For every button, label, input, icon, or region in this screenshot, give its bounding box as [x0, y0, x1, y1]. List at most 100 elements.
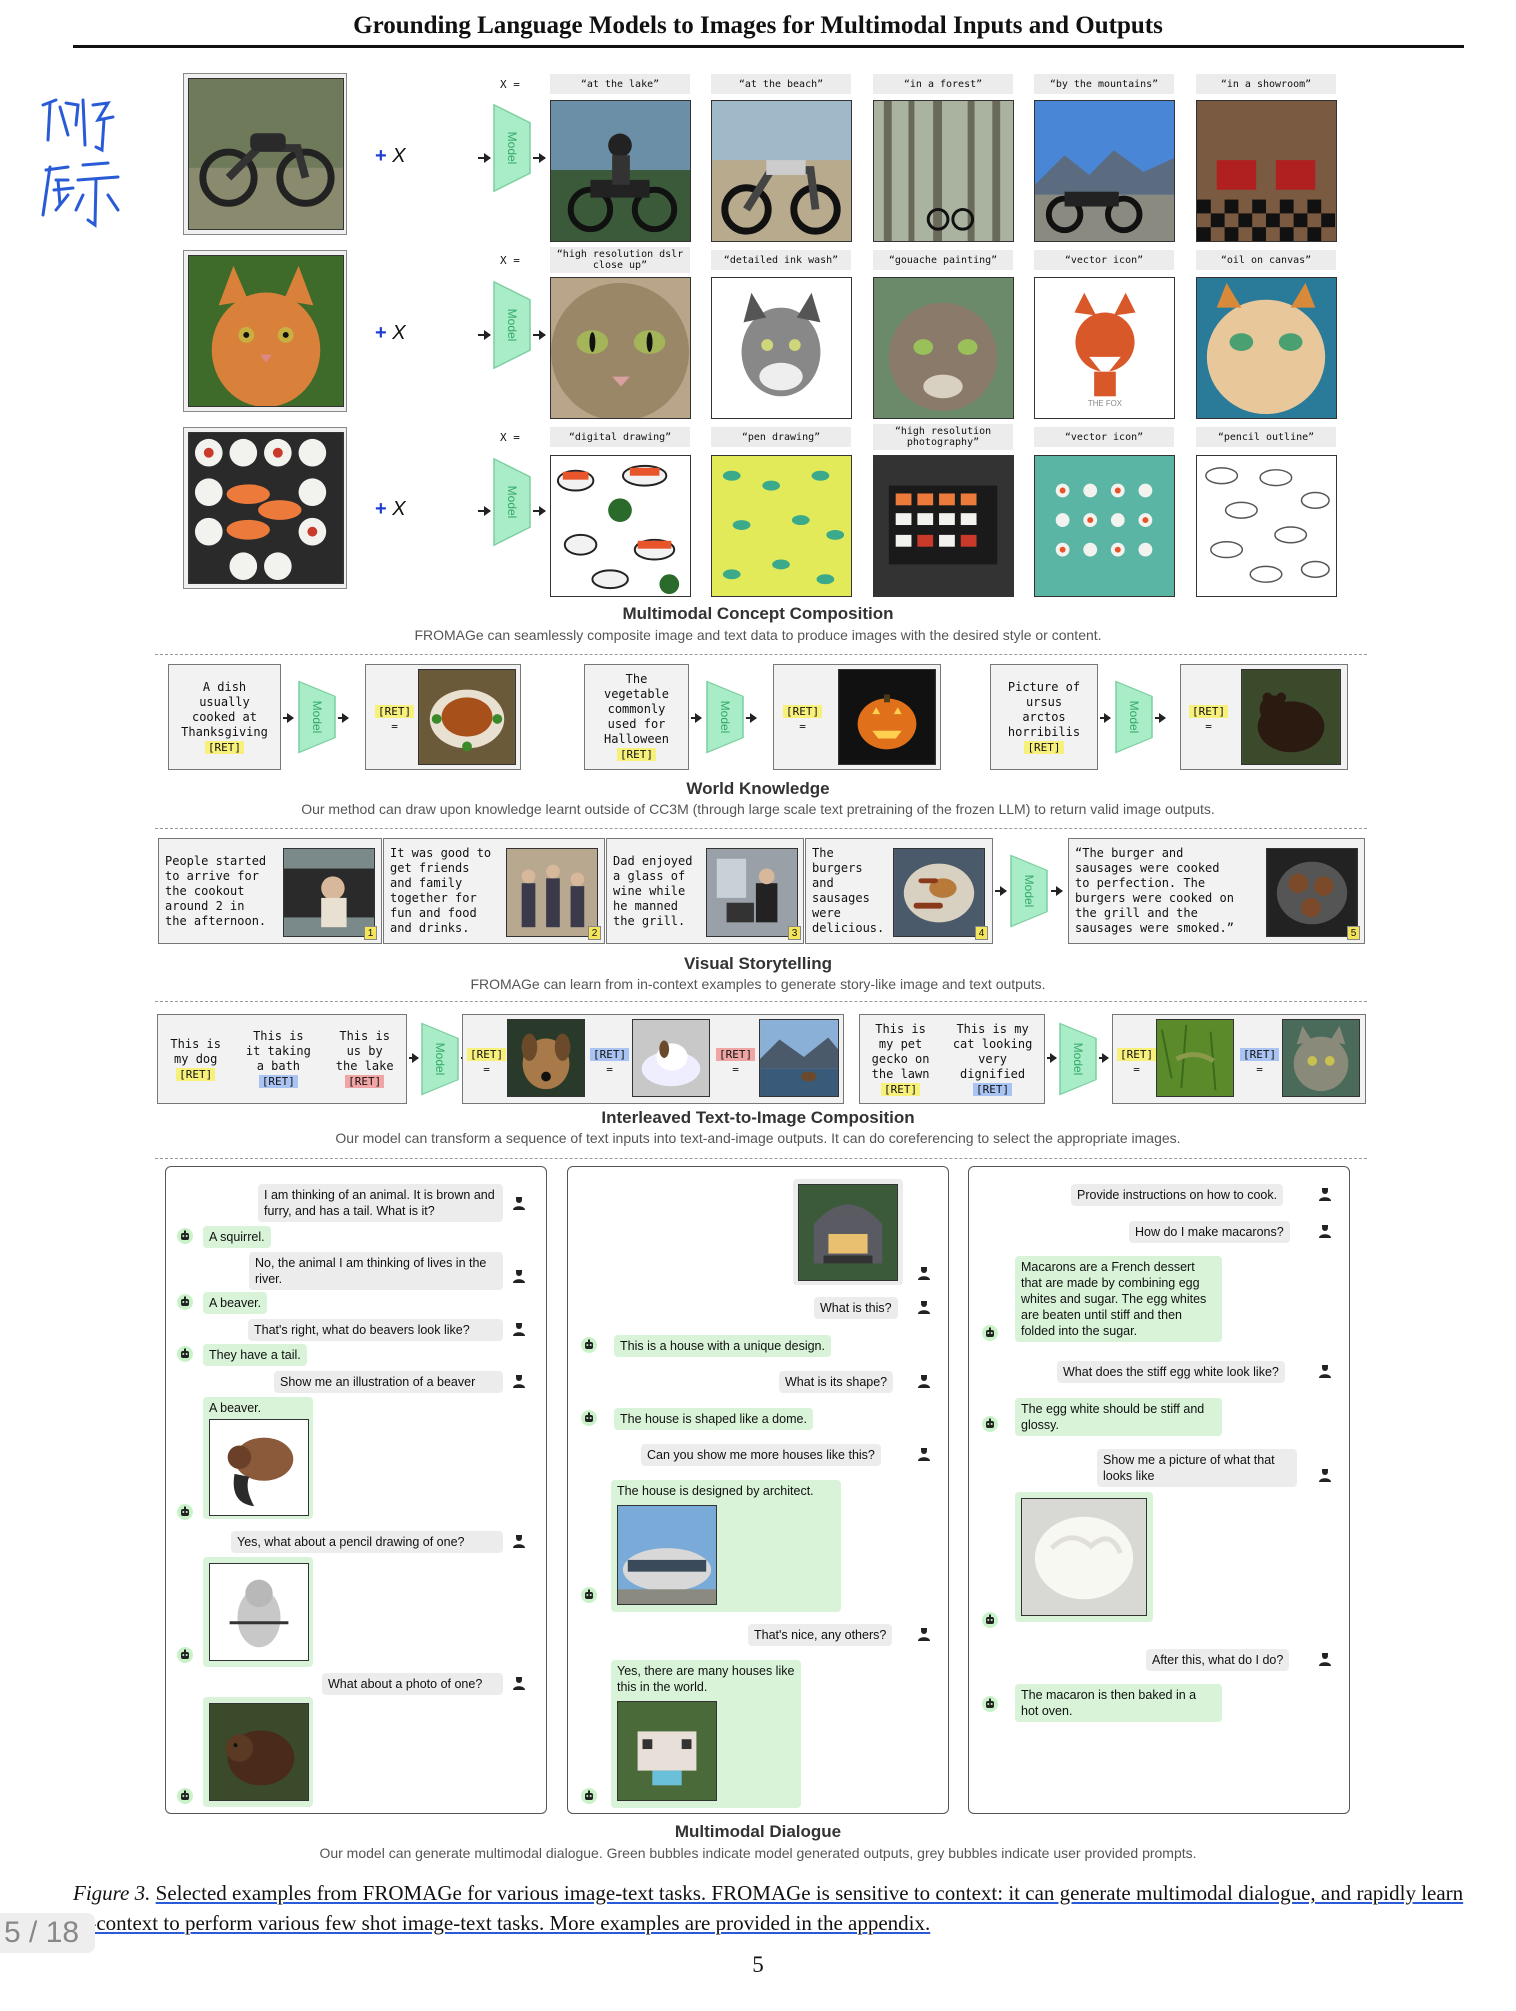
ret-token: [RET] [616, 748, 657, 761]
user-icon [917, 1374, 931, 1388]
dslr-cat-image [550, 277, 691, 419]
user-bubble: That's right, what do beavers look like? [248, 1319, 503, 1341]
arrow [1099, 1053, 1109, 1063]
user-icon [917, 1627, 931, 1641]
interleaved-prompt-box-a: This is my dog [RET] This is it taking a bat… [157, 1014, 407, 1104]
user-bubble: No, the animal I am thinking of lives in… [249, 1252, 503, 1290]
plus-x-label: + X [375, 498, 406, 520]
arrow [533, 506, 546, 516]
story-line: and family [390, 876, 463, 890]
arrow [995, 886, 1007, 896]
model-block: Model [705, 680, 745, 754]
story-line: burgers [812, 861, 863, 875]
ret-token: [RET] [1024, 740, 1064, 754]
story-line: were [812, 906, 841, 920]
user-bubble: Show me an illustration of a beaver [274, 1371, 503, 1393]
model-block: Model [492, 457, 532, 547]
prompt-line: The [625, 672, 648, 686]
page-number: 5 [752, 1952, 764, 1977]
section-divider [155, 1158, 1367, 1159]
prompt-line: usually [199, 694, 250, 709]
bot-icon [982, 1416, 998, 1432]
figure-caption: Figure 3. Selected examples from FROMAGe… [73, 1878, 1464, 1938]
x-equals-label: X = [500, 431, 520, 444]
style-prompt: “pencil outline” [1196, 427, 1336, 447]
prompt-line: horribilis [1007, 724, 1081, 739]
plus-x-label: + X [375, 322, 406, 344]
style-prompt: “in a showroom” [1196, 74, 1336, 94]
model-bubble: The house is shaped like a dome. [614, 1408, 813, 1430]
dome-house-image [798, 1184, 898, 1281]
ret-equals: [RET] = [1117, 1045, 1157, 1076]
grill-output-image [1266, 848, 1358, 937]
lake-motorcycle-image [550, 100, 691, 242]
user-bubble: What is this? [814, 1297, 898, 1319]
interleaved-prompt: This is my cat looking very dignified [RET] [952, 1021, 1033, 1096]
figure-label: Figure 3. [73, 1881, 151, 1905]
arrow [1100, 713, 1111, 723]
bot-icon [982, 1612, 998, 1628]
prompt-line: commonly [607, 702, 666, 716]
interleaved-section-subtitle: Our model can transform a sequence of te… [335, 1130, 1181, 1146]
arrow [478, 330, 491, 340]
model-bubble: A beaver. [203, 1292, 268, 1314]
section-divider [155, 1001, 1367, 1002]
bot-icon [177, 1788, 193, 1804]
ink-wash-cat-image [711, 277, 852, 419]
world-section-title: World Knowledge [686, 779, 830, 798]
arrow [409, 1053, 419, 1063]
sushi-input-image [188, 432, 344, 584]
vector-sushi-icon-image [1034, 455, 1175, 597]
story-line: sausages were smoked.” [1075, 921, 1234, 935]
model-block: Model [420, 1022, 460, 1096]
bot-icon [177, 1228, 193, 1244]
model-block: Model [492, 103, 532, 193]
user-icon [512, 1374, 526, 1388]
gouache-cat-image [873, 277, 1014, 419]
ret-token: [RET] [176, 1067, 216, 1081]
dialogue-section-title: Multimodal Dialogue [674, 1822, 842, 1841]
ret-token: [RET] [881, 1082, 921, 1096]
prompt-line: used for [607, 717, 666, 731]
style-prompt: “at the beach” [711, 74, 851, 94]
bot-icon [177, 1294, 193, 1310]
bot-icon [581, 1410, 597, 1426]
plus-x-label: + X [375, 145, 406, 167]
beaver-pencil-drawing-image [209, 1563, 309, 1661]
user-bubble: What is its shape? [779, 1371, 894, 1393]
pdf-page-indicator[interactable]: 5 / 18 [0, 1913, 95, 1953]
style-prompt: “at the lake” [550, 74, 690, 94]
arrow [1047, 1053, 1057, 1063]
burgers-sausages-image [893, 848, 985, 937]
model-block: Model [1009, 854, 1049, 928]
thanksgiving-turkey-image [418, 669, 516, 765]
user-icon [1318, 1364, 1332, 1378]
oil-canvas-cat-image [1196, 277, 1337, 419]
model-bubble: The macaron is then baked in a hot oven. [1015, 1684, 1222, 1722]
ret-token: [RET] [973, 1082, 1013, 1096]
style-prompt: “vector icon” [1034, 427, 1174, 447]
bot-icon [581, 1337, 597, 1353]
stiff-egg-white-image [1021, 1498, 1147, 1616]
section-divider [155, 828, 1367, 829]
model-block: Model [297, 680, 337, 754]
user-bubble: I am thinking of an animal. It is brown … [258, 1184, 503, 1222]
model-block: Model [1058, 1022, 1098, 1096]
ret-equals: [RET] = [1240, 1045, 1280, 1076]
arrow [338, 713, 349, 723]
friends-family-image [506, 848, 598, 937]
model-bubble: Macarons are a French dessert that are m… [1015, 1256, 1222, 1342]
story-section-title: Visual Storytelling [683, 954, 832, 973]
bot-icon [581, 1587, 597, 1603]
prompt-line: Halloween [603, 732, 670, 746]
story-index-badge: 1 [364, 926, 377, 940]
story-line: to arrive for [165, 868, 259, 883]
arrow [283, 713, 294, 723]
pen-drawing-sushi-image [711, 455, 852, 597]
ret-equals: [RET] = [467, 1045, 507, 1076]
jack-o-lantern-image [838, 669, 936, 765]
arrow [1051, 886, 1063, 896]
story-line: The [812, 846, 834, 860]
svg-text:THE FOX: THE FOX [1088, 399, 1123, 408]
ret-equals: [RET] = [590, 1045, 630, 1076]
